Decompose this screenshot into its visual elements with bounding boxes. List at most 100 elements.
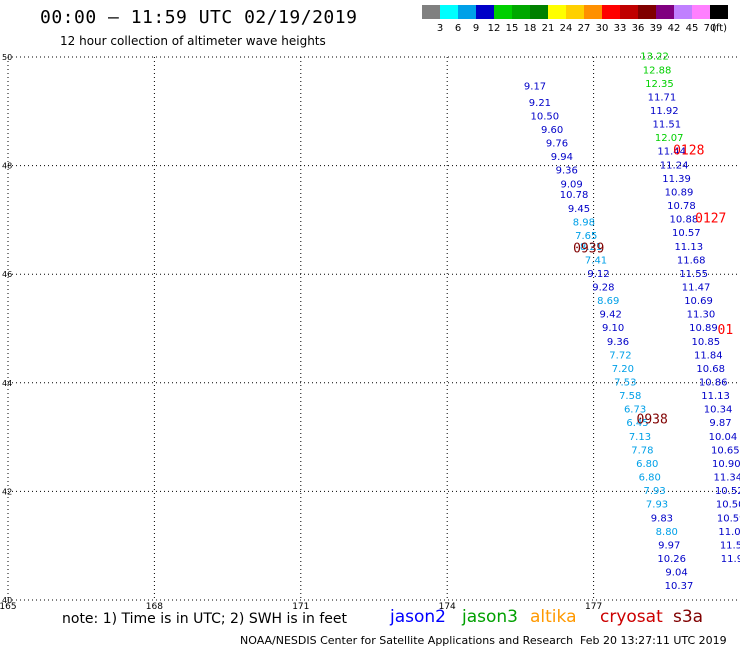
scale-swatch	[602, 5, 620, 19]
data-point-label: 10.89	[689, 323, 718, 334]
data-point-label: 11.03	[718, 527, 740, 538]
scale-label: 18	[523, 23, 537, 34]
y-tick-label: 50	[2, 53, 12, 62]
data-point-label: 10.89	[665, 187, 694, 198]
data-point-label: 7.72	[609, 350, 631, 361]
data-point-label: 11.39	[662, 174, 691, 185]
data-point-label: 6.80	[639, 473, 661, 484]
data-point-label: 12.07	[655, 133, 684, 144]
data-point-label: 9.04	[665, 568, 687, 579]
scale-label: 21	[541, 23, 555, 34]
scale-swatch	[710, 5, 728, 19]
data-point-label: 11.13	[701, 391, 730, 402]
scale-label: 70	[703, 23, 717, 34]
data-point-label: 11.68	[677, 255, 706, 266]
data-point-label: 8.98	[573, 217, 595, 228]
scale-swatch	[476, 5, 494, 19]
y-tick-label: 44	[2, 379, 12, 388]
data-point-label: 8.80	[656, 527, 678, 538]
scale-swatch	[440, 5, 458, 19]
scale-label: 27	[577, 23, 591, 34]
data-point-label: 7.78	[631, 445, 653, 456]
data-point-label: 10.65	[711, 445, 740, 456]
data-point-label: 11.13	[674, 242, 703, 253]
data-point-label: 11.51	[720, 540, 740, 551]
scale-swatch	[530, 5, 548, 19]
x-tick-label: 165	[0, 602, 17, 612]
scale-label: 42	[667, 23, 681, 34]
scale-swatch	[692, 5, 710, 19]
data-point-label: 9.36	[607, 337, 629, 348]
scale-label: 36	[631, 23, 645, 34]
scale-label: 33	[613, 23, 627, 34]
data-point-label: 12.88	[643, 65, 672, 76]
data-point-label: 7.13	[629, 432, 651, 443]
data-point-label: 10.57	[672, 228, 701, 239]
data-point-label: 10.34	[704, 405, 733, 416]
scale-swatch	[584, 5, 602, 19]
scale-swatch	[656, 5, 674, 19]
time-label: 0938	[637, 413, 668, 428]
data-point-label: 9.17	[524, 82, 546, 93]
scale-label: 24	[559, 23, 573, 34]
y-tick-label: 40	[2, 596, 12, 605]
time-label: 0128	[673, 144, 704, 159]
data-point-label: 7.93	[646, 500, 668, 511]
data-point-label: 11.30	[687, 310, 716, 321]
data-point-label: 10.85	[692, 337, 721, 348]
scale-unit: (ft)	[712, 23, 728, 34]
data-point-label: 10.04	[709, 432, 738, 443]
data-point-label: 11.24	[660, 160, 689, 171]
x-tick-label: 177	[585, 602, 602, 612]
scale-label: 15	[505, 23, 519, 34]
data-point-label: 10.68	[696, 364, 725, 375]
legend-jason3: jason3	[462, 607, 518, 627]
data-point-label: 10.78	[667, 201, 696, 212]
data-point-label: 6.73	[624, 405, 646, 416]
time-label: 0127	[695, 212, 726, 227]
data-point-label: 10.50	[530, 111, 559, 122]
x-tick-label: 171	[292, 602, 309, 612]
data-point-label: 7.20	[612, 364, 634, 375]
data-point-label: 8.21	[580, 242, 602, 253]
chart-subtitle: 12 hour collection of altimeter wave hei…	[60, 34, 326, 48]
data-point-label: 6.80	[636, 459, 658, 470]
x-tick-label: 174	[439, 602, 456, 612]
data-point-label: 10.88	[670, 215, 699, 226]
data-point-label: 11.44	[657, 147, 686, 158]
data-point-label: 10.50	[716, 500, 740, 511]
scale-swatch	[458, 5, 476, 19]
data-point-label: 8.69	[597, 296, 619, 307]
data-point-label: 9.94	[551, 152, 573, 163]
y-tick-label: 42	[2, 487, 12, 496]
chart-title: 00:00 — 11:59 UTC 02/19/2019	[40, 7, 358, 28]
data-point-label: 11.84	[694, 350, 723, 361]
data-point-label: 7.58	[619, 391, 641, 402]
legend-jason2: jason2	[390, 607, 446, 627]
data-point-label: 12.35	[645, 79, 674, 90]
time-label: 0939	[573, 241, 604, 256]
data-point-label: 9.09	[561, 179, 583, 190]
scale-label: 30	[595, 23, 609, 34]
scale-swatch	[422, 5, 440, 19]
legend-altika: altika	[530, 607, 577, 627]
data-point-label: 11.47	[682, 282, 711, 293]
scale-label: 12	[487, 23, 501, 34]
data-point-label: 10.86	[699, 378, 728, 389]
data-point-label: 9.21	[529, 98, 551, 109]
data-point-label: 9.36	[556, 166, 578, 177]
scale-swatch	[620, 5, 638, 19]
scale-swatch	[548, 5, 566, 19]
data-point-label: 9.76	[546, 139, 568, 150]
data-point-label: 9.97	[658, 540, 680, 551]
data-point-label: 11.51	[652, 120, 681, 131]
data-point-label: 9.87	[709, 418, 731, 429]
scale-swatch	[638, 5, 656, 19]
scale-label: 45	[685, 23, 699, 34]
scale-swatch	[512, 5, 530, 19]
data-point-label: 9.12	[587, 269, 609, 280]
y-tick-label: 48	[2, 162, 12, 171]
data-point-label: 7.93	[643, 486, 665, 497]
data-point-label: 9.28	[592, 282, 614, 293]
